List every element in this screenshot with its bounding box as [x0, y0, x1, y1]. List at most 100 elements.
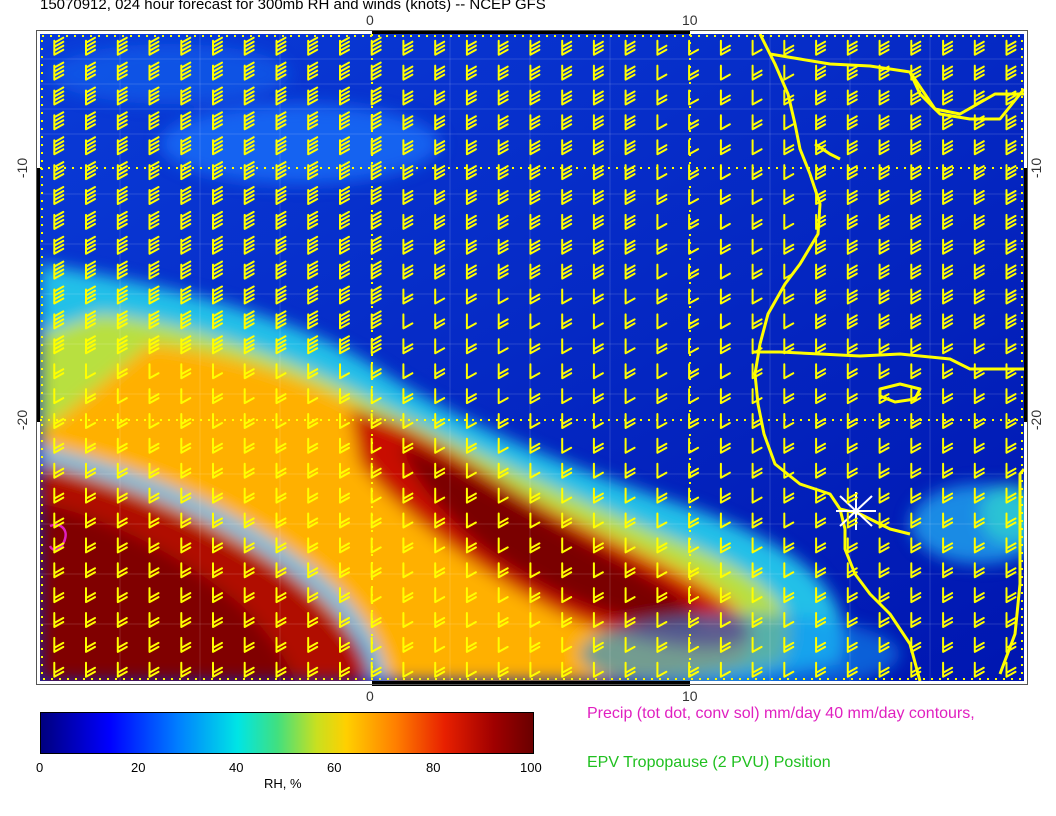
- rh-core-east-dark: [400, 444, 702, 630]
- wind-barb: [878, 164, 890, 181]
- wind-barb: [624, 363, 636, 380]
- wind-barb: [815, 363, 827, 380]
- wind-barb: [148, 487, 160, 504]
- wind-barb: [815, 462, 827, 479]
- bottom-tick-10: 10: [682, 688, 698, 704]
- wind-barb: [243, 335, 255, 355]
- wind-barb: [465, 189, 477, 205]
- wind-barb: [180, 512, 192, 529]
- wind-barb: [434, 64, 446, 81]
- wind-barb: [465, 338, 477, 355]
- wind-barb: [339, 335, 350, 355]
- wind-barb: [402, 238, 414, 255]
- wind-barb: [846, 338, 858, 355]
- wind-barb: [180, 210, 192, 230]
- wind-barb: [465, 612, 477, 628]
- wind-barb: [180, 661, 192, 678]
- wind-barb: [402, 413, 414, 429]
- wind-barb: [846, 562, 858, 579]
- wind-barb: [942, 462, 954, 479]
- wind-barb: [53, 612, 65, 628]
- wind-barb: [53, 36, 65, 56]
- wind-barb: [973, 263, 985, 280]
- wind-barb: [434, 164, 446, 181]
- wind-barb: [434, 388, 446, 405]
- wind-barb: [751, 288, 763, 305]
- wind-barb: [307, 210, 319, 230]
- wind-barb: [212, 437, 223, 454]
- wind-barb: [465, 114, 477, 131]
- wind-barb: [624, 39, 636, 56]
- wind-barb: [148, 136, 160, 156]
- wind-barb: [1005, 288, 1017, 305]
- wind-barb: [434, 338, 446, 355]
- wind-barb: [275, 335, 287, 355]
- wind-barb: [116, 36, 128, 56]
- wind-barb: [85, 562, 96, 579]
- wind-barb: [529, 487, 541, 504]
- wind-barb: [53, 462, 65, 479]
- wind-barb: [370, 462, 382, 479]
- wind-barb: [846, 587, 858, 604]
- wind-barb: [307, 437, 319, 454]
- wind-barb: [1005, 189, 1017, 205]
- wind-barb: [53, 260, 65, 280]
- wind-barb: [370, 210, 382, 230]
- wind-barb: [243, 587, 255, 604]
- wind-barb: [561, 114, 573, 131]
- wind-barb: [434, 437, 446, 454]
- wind-barb: [148, 388, 160, 405]
- wind-barb: [751, 537, 763, 554]
- wind-barb: [402, 612, 414, 628]
- wind-barb: [656, 288, 668, 305]
- wind-barb: [116, 636, 128, 653]
- wind-barb: [688, 89, 700, 106]
- wind-barb: [243, 363, 255, 380]
- wind-barb: [85, 111, 96, 131]
- wind-barb: [783, 164, 795, 181]
- wind-barb: [815, 39, 827, 56]
- wind-barb: [275, 136, 287, 156]
- wind-barb: [815, 114, 827, 131]
- wind-barb: [561, 388, 573, 405]
- wind-barb: [275, 235, 287, 255]
- wind-barb: [180, 587, 192, 604]
- wind-barb: [815, 636, 827, 653]
- wind-barb: [212, 413, 223, 429]
- wind-barb: [243, 136, 255, 156]
- wind-barb: [53, 235, 65, 255]
- wind-barb: [783, 64, 795, 81]
- wind-barb: [688, 437, 700, 454]
- wind-barb: [148, 235, 160, 255]
- wind-barb: [942, 413, 954, 429]
- wind-barb: [815, 512, 827, 529]
- wind-barb: [846, 363, 858, 380]
- wind-barb: [465, 39, 477, 56]
- wind-barb: [307, 363, 319, 380]
- wind-barb: [1005, 462, 1017, 479]
- wind-barb: [592, 139, 604, 156]
- wind-barb: [973, 313, 985, 330]
- wind-barb: [307, 36, 319, 56]
- wind-barb: [973, 612, 985, 628]
- wind-barb: [751, 39, 763, 56]
- wind-barb: [529, 213, 541, 230]
- wind-barb: [402, 89, 414, 106]
- wind-barb: [910, 89, 922, 106]
- wind-barb: [434, 189, 446, 205]
- wind-barb: [275, 537, 287, 554]
- wind-barb: [846, 661, 858, 678]
- wind-barb: [148, 512, 160, 529]
- wind-barb: [85, 437, 96, 454]
- wind-barb: [497, 89, 509, 106]
- wind-barb: [243, 161, 255, 181]
- wind-barb: [942, 537, 954, 554]
- wind-barb: [497, 661, 509, 678]
- wind-barb: [402, 288, 414, 305]
- wind-barb: [878, 537, 890, 554]
- wind-barb: [783, 39, 795, 56]
- wind-barb: [973, 562, 985, 579]
- wind-barb: [561, 537, 573, 554]
- wind-barb: [116, 462, 128, 479]
- wind-barb: [942, 661, 954, 678]
